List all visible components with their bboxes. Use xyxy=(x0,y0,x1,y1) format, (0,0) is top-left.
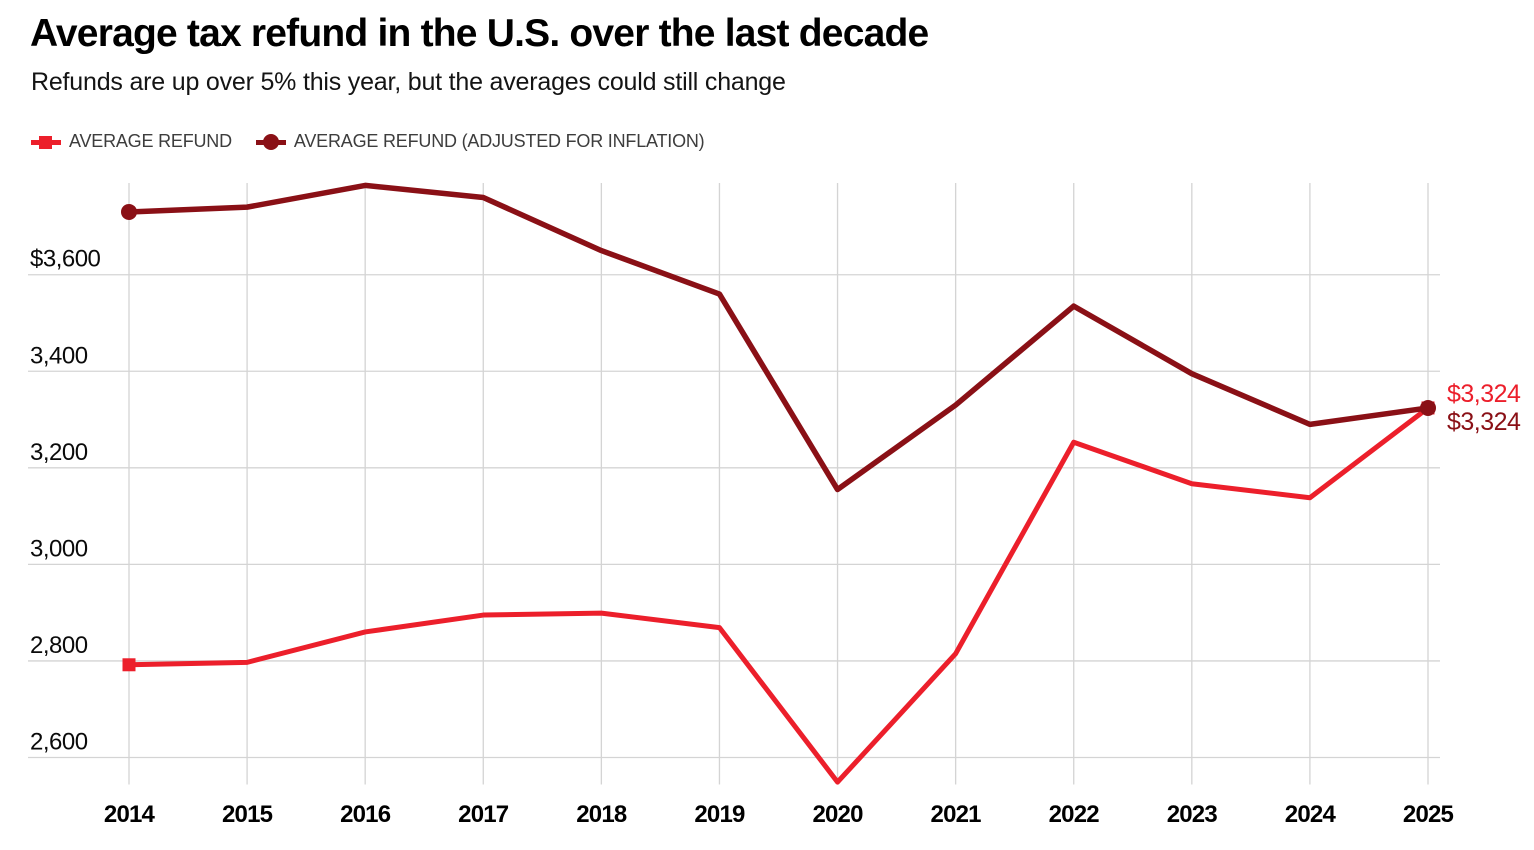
x-axis-tick-label: 2015 xyxy=(222,801,273,828)
legend: AVERAGE REFUND AVERAGE REFUND (ADJUSTED … xyxy=(31,131,705,152)
x-axis-tick-label: 2020 xyxy=(812,801,863,828)
y-axis-tick-label: 3,200 xyxy=(30,439,88,466)
data-point-marker-square xyxy=(122,658,136,672)
y-axis-tick-label: $3,600 xyxy=(30,246,101,273)
y-axis-tick-label: 2,600 xyxy=(30,728,88,755)
circle-line-marker-icon xyxy=(255,133,286,150)
legend-item-average-refund: AVERAGE REFUND xyxy=(31,131,232,152)
legend-label: AVERAGE REFUND xyxy=(69,131,232,151)
end-value-label-average-refund-adjusted: $3,324 xyxy=(1447,408,1521,436)
x-axis-tick-label: 2024 xyxy=(1285,801,1337,828)
x-axis-tick-label: 2019 xyxy=(694,801,745,828)
series-line-average-refund xyxy=(128,405,1430,785)
end-value-label-average-refund: $3,324 xyxy=(1447,380,1521,408)
x-axis-tick-label: 2014 xyxy=(104,801,156,828)
x-axis-tick-label: 2021 xyxy=(931,801,982,828)
y-axis-tick-label: 3,000 xyxy=(30,535,88,562)
y-axis-tick-label: 2,800 xyxy=(30,632,88,659)
data-point-marker-circle xyxy=(1420,399,1436,416)
x-axis-tick-label: 2025 xyxy=(1403,801,1454,828)
legend-label: AVERAGE REFUND (ADJUSTED FOR INFLATION) xyxy=(293,131,705,151)
page-subtitle: Refunds are up over 5% this year, but th… xyxy=(31,68,786,96)
data-point-marker-circle xyxy=(121,203,137,220)
x-axis-tick-label: 2023 xyxy=(1167,801,1218,828)
square-line-marker-icon xyxy=(31,134,61,150)
series-line-average-refund-adjusted xyxy=(128,182,1429,493)
y-axis-tick-label: 3,400 xyxy=(30,342,88,369)
page-title: Average tax refund in the U.S. over the … xyxy=(30,12,929,55)
x-axis-tick-label: 2016 xyxy=(340,801,391,828)
legend-item-average-refund-adjusted: AVERAGE REFUND (ADJUSTED FOR INFLATION) xyxy=(255,131,705,152)
x-axis-tick-label: 2018 xyxy=(576,801,627,828)
x-axis-tick-label: 2022 xyxy=(1049,801,1100,828)
x-axis-tick-label: 2017 xyxy=(458,801,509,828)
